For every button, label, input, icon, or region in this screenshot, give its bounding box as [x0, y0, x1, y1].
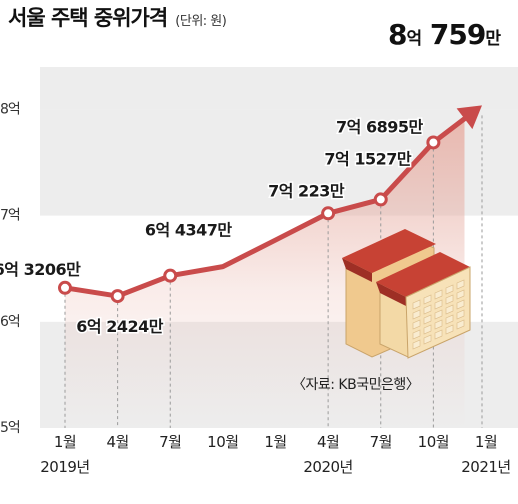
- building-window: [434, 309, 443, 320]
- building-front-roof: [376, 252, 470, 297]
- building-window: [423, 334, 432, 345]
- x-tick-label: 1월: [54, 433, 76, 451]
- y-tick-label: 6억: [0, 314, 20, 330]
- building-window: [456, 299, 465, 310]
- data-label: 7억 223만: [268, 181, 345, 200]
- x-tick-label: 1월: [475, 433, 497, 451]
- building-window: [434, 289, 443, 300]
- building-window: [423, 294, 432, 305]
- building-window: [434, 329, 443, 340]
- y-tick-label: 8억: [0, 101, 20, 117]
- building-window: [456, 279, 465, 290]
- data-point: [426, 135, 441, 150]
- data-point: [110, 289, 125, 304]
- building-window: [434, 299, 443, 310]
- x-tick-label: 1월: [264, 433, 286, 451]
- data-label: 6억 2424만: [76, 317, 163, 336]
- building-window: [445, 324, 454, 335]
- building-window: [423, 324, 432, 335]
- building-window: [456, 309, 465, 320]
- x-tick-label: 7월: [370, 433, 392, 451]
- data-point: [373, 192, 388, 207]
- x-tick-label: 10월: [418, 433, 449, 451]
- building-window: [445, 304, 454, 315]
- series-line: [62, 116, 467, 299]
- x-year-label: 2021년: [461, 458, 510, 476]
- x-year-label: 2019년: [40, 458, 89, 476]
- title-block: 서울 주택 중위가격 (단위: 원): [8, 2, 227, 32]
- x-tick-label: 7월: [159, 433, 181, 451]
- building-back-roof: [342, 229, 436, 273]
- building-window: [412, 339, 421, 350]
- chart-subtitle: (단위: 원): [175, 14, 227, 29]
- building-front-roof-edge: [376, 282, 406, 306]
- x-tick-label: 4월: [106, 433, 128, 451]
- highlight-label: 8억 759만: [388, 18, 501, 51]
- building-window: [412, 329, 421, 340]
- highlight-part: 억: [407, 29, 422, 49]
- building-window: [423, 304, 432, 315]
- building-back-roof-edge: [342, 258, 372, 282]
- data-label: 7억 6895만: [336, 117, 423, 136]
- y-tick-label: 5억: [0, 420, 20, 436]
- building-window: [456, 319, 465, 330]
- building-window: [445, 314, 454, 325]
- building-window: [412, 299, 421, 310]
- building-illustration: [342, 229, 471, 359]
- building-window: [445, 284, 454, 295]
- x-year-label: 2020년: [303, 458, 352, 476]
- building-window: [445, 294, 454, 305]
- data-point: [58, 280, 72, 295]
- y-tick-label: 7억: [0, 208, 20, 224]
- chart-title: 서울 주택 중위가격: [8, 6, 168, 30]
- x-tick-label: 10월: [207, 433, 238, 451]
- building-window: [434, 319, 443, 330]
- arrow-head: [456, 105, 482, 130]
- x-tick-label: 4월: [317, 433, 339, 451]
- source-note: 〈자료: KB국민은행〉: [292, 377, 420, 393]
- building-window: [412, 319, 421, 330]
- data-label: 6억 4347만: [145, 221, 232, 240]
- building-window: [456, 289, 465, 300]
- highlight-part: 8: [388, 18, 406, 51]
- building-window: [412, 309, 421, 320]
- band-top: [40, 67, 518, 110]
- data-label: 7억 1527만: [324, 149, 411, 168]
- data-point: [321, 206, 336, 221]
- data-point: [163, 268, 178, 283]
- highlight-part: 만: [485, 29, 501, 49]
- building-window: [423, 314, 432, 325]
- data-label: 6억 3206만: [0, 260, 81, 279]
- highlight-part: 759: [421, 18, 485, 51]
